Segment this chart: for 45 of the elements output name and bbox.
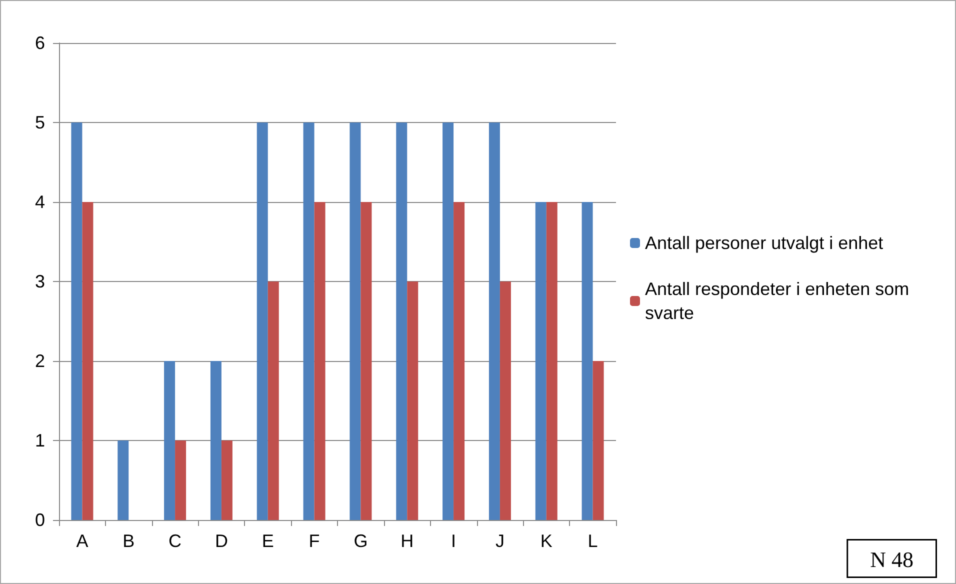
bar — [210, 361, 222, 520]
x-tick-label: K — [540, 531, 552, 551]
y-tick-label: 5 — [34, 112, 45, 132]
x-tick-label: C — [168, 531, 182, 551]
x-tick-label: F — [308, 531, 320, 551]
bar — [71, 122, 82, 520]
text: N 48 — [870, 547, 914, 572]
bar — [118, 440, 129, 520]
legend-label: Antall personer utvalgt i enhet — [645, 233, 884, 253]
bar — [500, 282, 511, 520]
bar — [268, 282, 279, 520]
bar — [175, 440, 186, 520]
bar — [582, 202, 593, 520]
bar — [407, 282, 418, 520]
bar — [396, 122, 408, 520]
x-tick-label: I — [451, 531, 456, 551]
bar — [256, 122, 268, 520]
x-tick-label: A — [76, 531, 88, 551]
bar — [221, 440, 232, 520]
bar — [82, 202, 94, 520]
x-tick-label: L — [588, 531, 598, 551]
bar — [454, 202, 465, 520]
bar — [592, 361, 604, 520]
bar — [303, 122, 314, 520]
x-tick-label: E — [262, 531, 274, 551]
y-tick-label: 3 — [34, 272, 45, 292]
bar — [488, 122, 500, 520]
x-tick-label: J — [495, 531, 504, 551]
y-tick-label: 1 — [34, 430, 45, 450]
bar — [350, 122, 361, 520]
legend-label: Antall respondeter i enheten som svarte — [645, 279, 914, 323]
bar — [546, 202, 558, 520]
x-tick-label: G — [354, 531, 368, 551]
x-tick-label: D — [214, 531, 228, 551]
y-tick-label: 4 — [34, 192, 45, 212]
y-tick-label: 6 — [34, 33, 45, 53]
y-tick-label: 0 — [34, 510, 45, 530]
bar — [360, 202, 372, 520]
y-tick-label: 2 — [34, 351, 45, 371]
bar — [164, 361, 176, 520]
bar — [314, 202, 326, 520]
bar — [442, 122, 454, 520]
bar — [535, 202, 546, 520]
x-tick-label: B — [122, 531, 135, 551]
x-tick-label: H — [400, 531, 414, 551]
